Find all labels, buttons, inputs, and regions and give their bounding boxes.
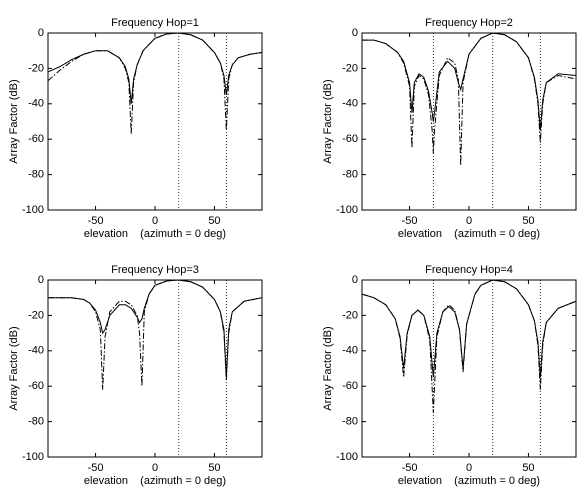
subplot: -100 -80 -60 -40 -20 0 -50 0 50 Frequency Hop=3 el…	[8, 264, 263, 487]
y-tick-label: -20	[28, 62, 44, 74]
x-tick-label: 0	[152, 462, 158, 474]
x-tick-label: 0	[466, 462, 472, 474]
x-tick-label: -50	[402, 215, 418, 227]
y-tick-label: 0	[38, 27, 44, 39]
subplot: -100 -80 -60 -40 -20 0 -50 0 50 Frequency Hop=2 el…	[322, 17, 577, 240]
y-tick-label: -40	[342, 98, 358, 110]
y-tick-label: 0	[38, 274, 44, 286]
x-axis-label: elevation (azimuth = 0 deg)	[398, 475, 540, 487]
y-tick-label: -20	[342, 62, 358, 74]
y-tick-label: -60	[28, 380, 44, 392]
x-axis-label: elevation (azimuth = 0 deg)	[84, 475, 226, 487]
data-line	[48, 279, 263, 390]
subplot-title: Frequency Hop=3	[111, 264, 199, 276]
x-tick-label: -50	[88, 462, 104, 474]
y-tick-label: -60	[342, 133, 358, 145]
y-axis-label: Array Factor (dB)	[322, 79, 334, 163]
x-tick-label: -50	[88, 215, 104, 227]
y-tick-label: -100	[22, 451, 44, 463]
y-tick-label: -80	[28, 169, 44, 181]
x-axis-label: elevation (azimuth = 0 deg)	[84, 228, 226, 240]
plot-area	[362, 33, 576, 210]
y-tick-label: -40	[28, 98, 44, 110]
x-tick-label: 50	[208, 462, 220, 474]
subplot: -100 -80 -60 -40 -20 0 -50 0 50 Frequency Hop=1 el…	[8, 17, 263, 240]
y-tick-label: -100	[336, 451, 358, 463]
x-axis-label: elevation (azimuth = 0 deg)	[398, 228, 540, 240]
x-tick-label: 50	[522, 462, 534, 474]
x-tick-label: 0	[466, 215, 472, 227]
subplot-title: Frequency Hop=1	[111, 17, 199, 29]
data-line	[361, 279, 577, 413]
subplot-title: Frequency Hop=2	[425, 17, 513, 29]
plot-area	[362, 280, 576, 457]
y-tick-label: 0	[352, 27, 358, 39]
subplot: -100 -80 -60 -40 -20 0 -50 0 50 Frequency Hop=4 el…	[322, 264, 577, 487]
x-tick-label: -50	[402, 462, 418, 474]
subplot-title: Frequency Hop=4	[425, 264, 513, 276]
y-axis-label: Array Factor (dB)	[8, 79, 20, 163]
y-tick-label: -20	[342, 309, 358, 321]
data-line	[362, 32, 577, 166]
y-tick-label: -60	[28, 133, 44, 145]
y-tick-label: -80	[28, 416, 44, 428]
plot-area	[48, 280, 262, 457]
x-tick-label: 50	[522, 215, 534, 227]
data-line	[47, 32, 263, 134]
y-tick-label: -60	[342, 380, 358, 392]
y-tick-label: -100	[336, 204, 358, 216]
y-axis-label: Array Factor (dB)	[8, 326, 20, 410]
y-tick-label: 0	[352, 274, 358, 286]
y-tick-label: -100	[22, 204, 44, 216]
y-axis-label: Array Factor (dB)	[322, 326, 334, 410]
x-tick-label: 50	[208, 215, 220, 227]
plot-area	[48, 33, 262, 210]
y-tick-label: -80	[342, 416, 358, 428]
y-tick-label: -80	[342, 169, 358, 181]
y-tick-label: -40	[342, 345, 358, 357]
y-tick-label: -20	[28, 309, 44, 321]
y-tick-label: -40	[28, 345, 44, 357]
x-tick-label: 0	[152, 215, 158, 227]
